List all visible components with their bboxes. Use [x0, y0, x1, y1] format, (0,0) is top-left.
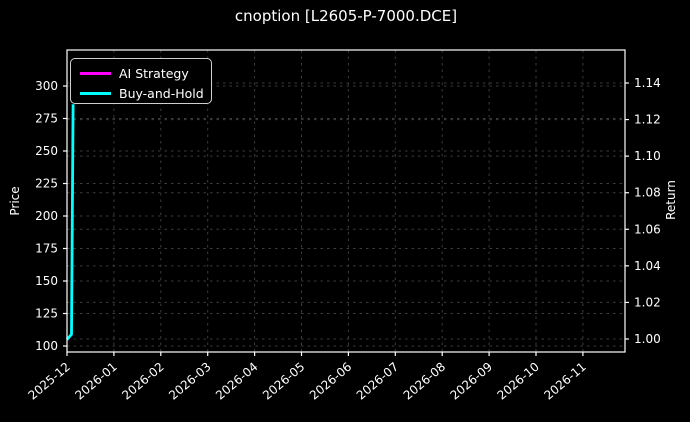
right-tick-label: 1.10 — [634, 149, 661, 163]
left-tick-label: 300 — [35, 79, 58, 93]
right-tick-label: 1.02 — [634, 295, 661, 309]
legend-label-ai-strategy: AI Strategy — [119, 65, 189, 81]
right-tick-label: 1.14 — [634, 76, 661, 90]
right-axis-label: Return — [664, 180, 678, 220]
buy-and-hold-line-sample — [80, 91, 111, 95]
x-tick-label: 2026-05 — [260, 360, 307, 403]
x-tick-label: 2026-09 — [448, 360, 495, 403]
ai-strategy-line-sample — [80, 71, 111, 75]
left-tick-label: 275 — [35, 112, 58, 126]
x-tick-label: 2026-06 — [307, 360, 354, 403]
x-tick-label: 2026-10 — [495, 360, 542, 403]
left-tick-label: 200 — [35, 209, 58, 223]
chart-title: cnoption [L2605-P-7000.DCE] — [234, 7, 458, 25]
right-tick-label: 1.06 — [634, 222, 661, 236]
plot-border — [66, 49, 626, 353]
left-axis-label: Price — [8, 186, 22, 216]
right-tick-label: 1.08 — [634, 186, 661, 200]
legend: AI Strategy Buy-and-Hold — [70, 58, 212, 104]
x-tick-label: 2026-04 — [213, 360, 260, 403]
x-tick-label: 2025-12 — [26, 360, 73, 403]
left-tick-label: 150 — [35, 274, 58, 288]
x-tick-label: 2026-03 — [166, 360, 213, 403]
left-tick-label: 225 — [35, 177, 58, 191]
left-tick-label: 250 — [35, 144, 58, 158]
x-tick-label: 2026-11 — [541, 360, 588, 403]
x-tick-label: 2026-08 — [401, 360, 448, 403]
x-tick-label: 2026-01 — [72, 360, 119, 403]
left-tick-label: 100 — [35, 339, 58, 353]
x-tick-label: 2026-02 — [119, 360, 166, 403]
right-tick-label: 1.12 — [634, 113, 661, 127]
series-line-buy-and-hold — [65, 104, 75, 341]
left-tick-label: 175 — [35, 242, 58, 256]
legend-item-ai-strategy: AI Strategy — [80, 63, 211, 83]
legend-item-buy-and-hold: Buy-and-Hold — [80, 83, 211, 103]
x-tick-label: 2026-07 — [354, 360, 401, 403]
right-tick-label: 1.04 — [634, 259, 661, 273]
legend-label-buy-and-hold: Buy-and-Hold — [119, 85, 204, 101]
left-tick-label: 125 — [35, 307, 58, 321]
right-tick-label: 1.00 — [634, 332, 661, 346]
